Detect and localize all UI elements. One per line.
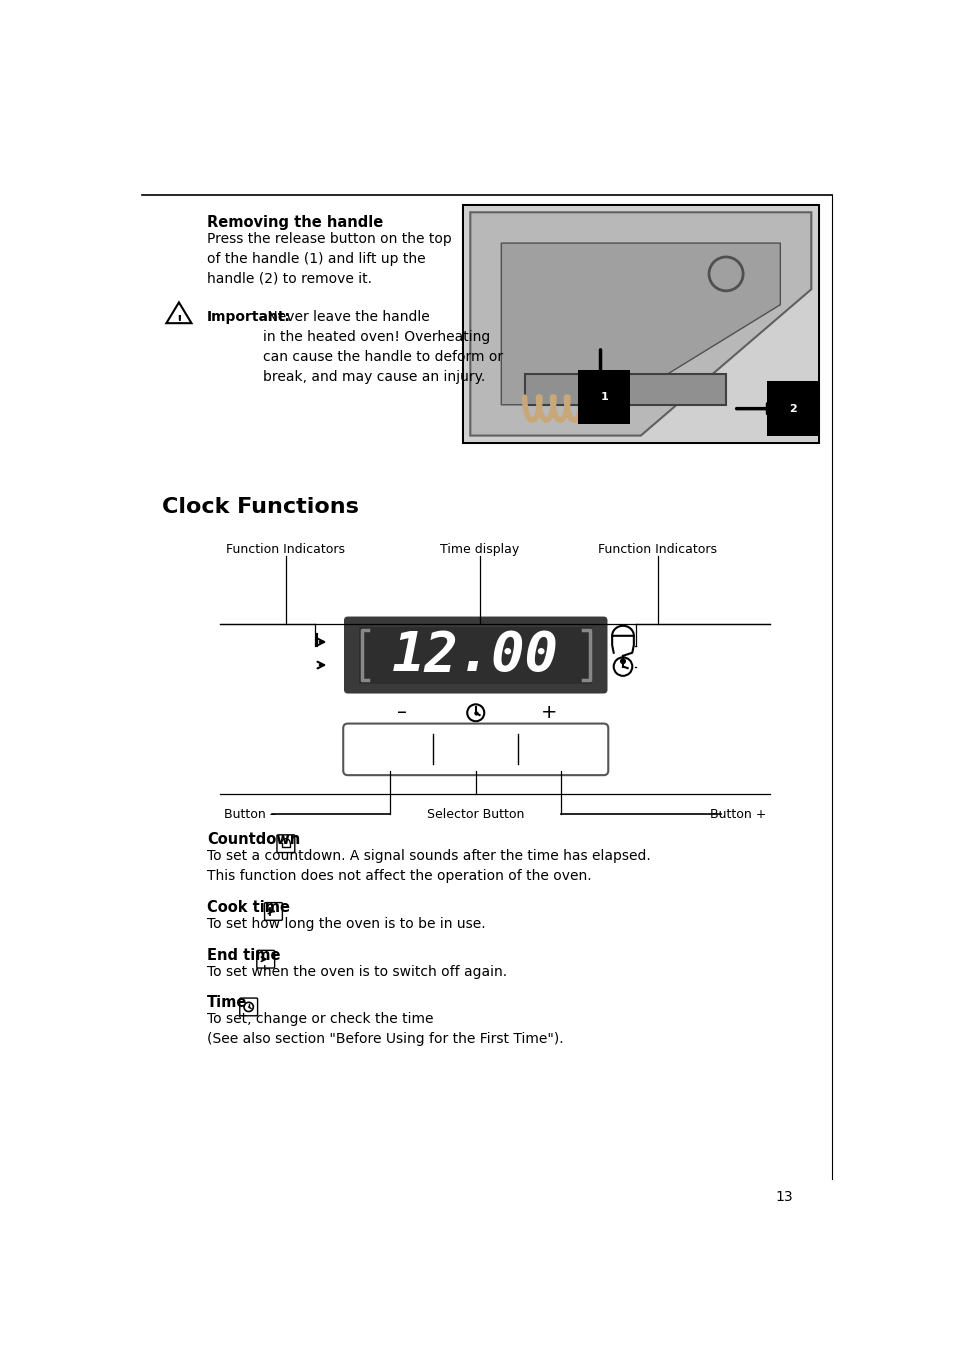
Text: To set when the oven is to switch off again.: To set when the oven is to switch off ag… (207, 964, 506, 979)
Text: 2: 2 (789, 404, 797, 414)
Text: 13: 13 (775, 1190, 793, 1205)
Text: Important:: Important: (207, 310, 291, 324)
Bar (582, 385, 620, 408)
FancyBboxPatch shape (344, 617, 607, 694)
Text: Selector Button: Selector Button (427, 807, 524, 821)
Text: Button +: Button + (709, 807, 765, 821)
FancyBboxPatch shape (264, 903, 282, 921)
Text: –: – (396, 703, 407, 722)
Text: Countdown: Countdown (207, 831, 300, 848)
Text: Clock Functions: Clock Functions (162, 498, 358, 518)
FancyBboxPatch shape (343, 723, 608, 775)
Text: To set, change or check the time
(See also section "Before Using for the First T: To set, change or check the time (See al… (207, 1013, 563, 1046)
Text: Time: Time (207, 995, 247, 1010)
FancyBboxPatch shape (276, 834, 294, 853)
Bar (462, 204, 819, 443)
Text: Time display: Time display (439, 544, 518, 557)
Text: Never leave the handle
in the heated oven! Overheating
can cause the handle to d: Never leave the handle in the heated ove… (262, 310, 502, 384)
Polygon shape (500, 243, 780, 404)
Polygon shape (470, 212, 810, 435)
Text: 1: 1 (599, 392, 608, 402)
Text: To set a countdown. A signal sounds after the time has elapsed.
This function do: To set a countdown. A signal sounds afte… (207, 849, 650, 883)
Text: Button –: Button – (224, 807, 275, 821)
Text: To set how long the oven is to be in use.: To set how long the oven is to be in use… (207, 917, 485, 930)
Circle shape (620, 658, 624, 664)
Text: Function Indicators: Function Indicators (226, 544, 345, 557)
Bar (524, 375, 725, 404)
Text: !: ! (176, 314, 182, 327)
Text: Function Indicators: Function Indicators (598, 544, 717, 557)
Text: +: + (540, 703, 558, 722)
Text: 12.00: 12.00 (392, 629, 558, 681)
Bar (359, 626, 592, 684)
Text: End time: End time (207, 948, 280, 963)
Text: Press the release button on the top
of the handle (1) and lift up the
handle (2): Press the release button on the top of t… (207, 231, 451, 285)
Text: Cook time: Cook time (207, 900, 290, 915)
Text: Removing the handle: Removing the handle (207, 215, 383, 230)
FancyBboxPatch shape (239, 998, 257, 1015)
Bar (464, 206, 817, 442)
FancyBboxPatch shape (256, 950, 274, 968)
